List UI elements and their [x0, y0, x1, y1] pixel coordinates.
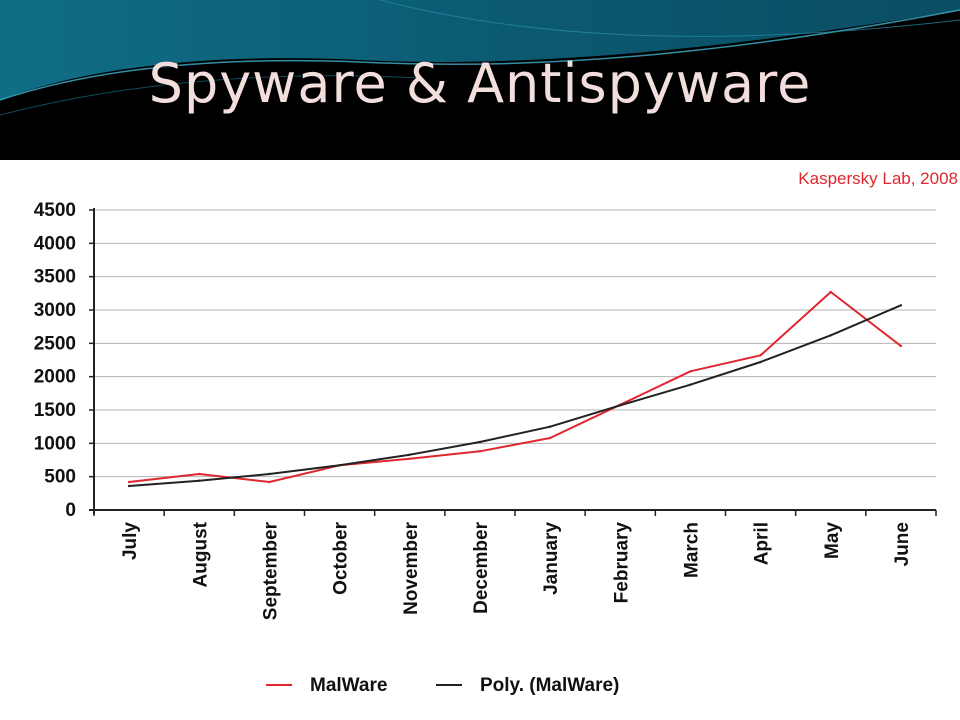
legend: MalWare Poly. (MalWare)	[266, 675, 619, 696]
data-point	[548, 436, 552, 440]
slide-header: Spyware & Antispyware	[0, 0, 960, 160]
x-tick-label: June	[892, 522, 913, 566]
data-point	[829, 290, 832, 294]
data-point	[268, 480, 271, 484]
data-point	[198, 472, 201, 476]
data-point	[899, 304, 903, 307]
y-tick-label: 1000	[34, 433, 76, 454]
grid-lines	[94, 209, 936, 478]
data-point	[127, 484, 131, 488]
series	[127, 290, 903, 488]
data-point	[899, 344, 903, 348]
data-point	[127, 480, 131, 484]
y-tick-label: 3500	[34, 267, 76, 288]
data-point	[198, 479, 201, 482]
slide-title: Spyware & Antispyware	[148, 52, 812, 115]
axes	[89, 208, 937, 516]
y-tick-label: 500	[44, 467, 76, 488]
y-tick-label: 1500	[34, 400, 76, 421]
y-tick-labels: 0 500 1000 1500 2000 2500 3000 3500 4000 4500	[34, 200, 76, 521]
x-tick-labels: July August September October November Decemb…	[120, 521, 913, 620]
x-tick-label: September	[260, 521, 281, 620]
data-point	[689, 383, 692, 386]
y-tick-label: 3000	[34, 300, 76, 321]
data-point	[619, 404, 622, 407]
x-tick-label: July	[120, 522, 141, 560]
data-point	[268, 472, 271, 476]
x-tick-label: February	[611, 522, 632, 604]
x-tick-label: December	[471, 521, 492, 613]
data-point	[829, 334, 832, 337]
data-point	[759, 354, 762, 357]
data-point	[548, 425, 552, 428]
malware-line-chart: 0 500 1000 1500 2000 2500 3000 3500 4000 4500 Jul…	[34, 200, 937, 696]
x-tick-label: January	[541, 522, 562, 595]
y-tick-label: 2500	[34, 333, 76, 354]
data-point	[478, 450, 482, 453]
source-note: Kaspersky Lab, 2008	[798, 169, 958, 188]
x-tick-label: November	[401, 521, 422, 615]
data-point	[759, 360, 762, 364]
chart-area: Kaspersky Lab, 2008 0 500 1000 1500 2000 2500…	[0, 160, 960, 720]
data-point	[338, 464, 341, 467]
y-tick-label: 0	[65, 500, 76, 521]
y-tick-label: 4000	[34, 233, 76, 254]
data-point	[408, 457, 411, 460]
series-line-0	[128, 291, 902, 483]
header-wave-decoration	[0, 0, 960, 116]
x-tick-label: May	[822, 522, 843, 559]
x-tick-label: April	[752, 522, 773, 565]
legend-label-0: MalWare	[310, 675, 387, 696]
y-tick-label: 2000	[34, 367, 76, 388]
y-tick-label: 4500	[34, 200, 76, 221]
data-point	[408, 453, 411, 456]
data-point	[689, 370, 692, 373]
x-tick-label: August	[190, 521, 211, 587]
series-line-1	[129, 304, 902, 487]
x-tick-label: March	[681, 522, 702, 578]
x-tick-label: October	[331, 521, 352, 594]
data-point	[478, 440, 482, 444]
legend-label-1: Poly. (MalWare)	[480, 675, 619, 696]
